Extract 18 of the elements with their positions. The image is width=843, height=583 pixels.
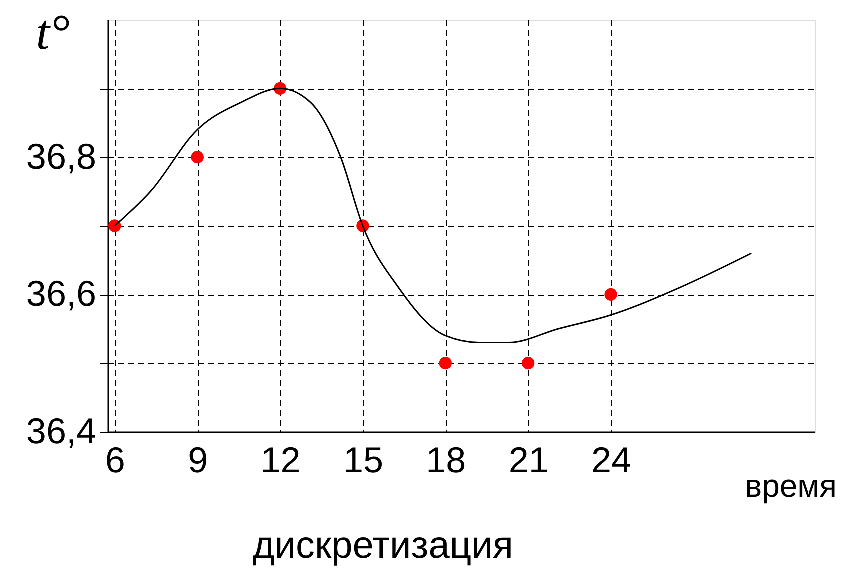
x-tick-label: 24: [592, 440, 632, 480]
x-tick-label: 18: [426, 440, 466, 480]
y-tick-label: 36,8: [26, 136, 96, 177]
point: [522, 357, 535, 370]
x-tick-label: 21: [508, 440, 549, 480]
x-tick-label: 9: [188, 440, 208, 480]
point: [439, 357, 452, 370]
point: [191, 151, 204, 164]
x-tick-label: 6: [105, 440, 126, 480]
x-tick-label: 15: [343, 440, 384, 480]
x-tick-label: 12: [260, 440, 301, 480]
y-tick-label: 36,4: [26, 410, 96, 452]
y-axis-title: t°: [36, 4, 70, 60]
y-tick-label: 36,6: [26, 273, 96, 314]
x-axis-title: время: [745, 468, 837, 504]
text: дискретизация: [252, 525, 514, 567]
point: [108, 220, 122, 232]
point: [604, 288, 618, 301]
